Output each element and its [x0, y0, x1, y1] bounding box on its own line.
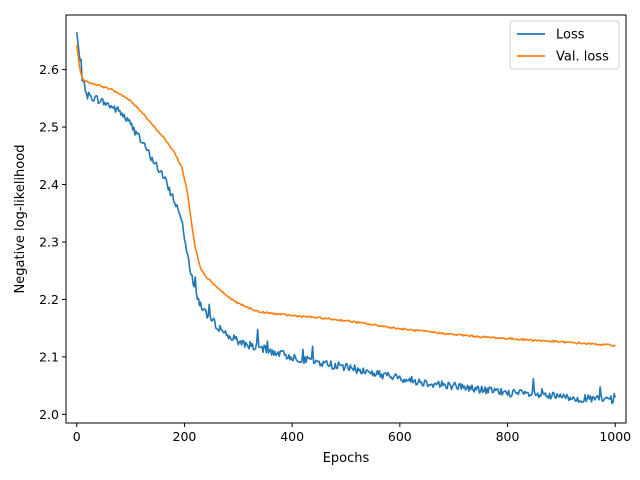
legend: Loss Val. loss [509, 20, 620, 70]
y-tick-label: 2.5 [39, 120, 59, 135]
x-tick-label: 1000 [599, 429, 631, 444]
legend-label-val-loss: Val. loss [556, 50, 609, 65]
plot-frame [65, 14, 627, 424]
series-line-val-loss [75, 44, 616, 347]
x-axis-label: Epochs [323, 451, 370, 466]
y-tick-label: 2.0 [39, 407, 59, 422]
y-tick-label: 2.3 [39, 234, 59, 249]
y-tick-label: 2.2 [39, 292, 59, 307]
x-axis: 0 200 400 600 800 1000 [73, 423, 631, 444]
legend-label-loss: Loss [556, 28, 585, 43]
x-tick-label: 800 [496, 429, 520, 444]
y-tick-label: 2.1 [39, 349, 59, 364]
legend-box [509, 20, 620, 70]
x-tick-label: 0 [73, 429, 81, 444]
x-tick-label: 200 [173, 429, 197, 444]
y-axis: 2.0 2.1 2.2 2.3 2.4 2.5 2.6 [39, 62, 66, 422]
y-tick-label: 2.6 [39, 62, 59, 77]
series-line-loss [75, 32, 617, 405]
y-axis-label: Negative log-likelihood [13, 145, 28, 294]
series-layer [75, 32, 617, 405]
x-tick-label: 600 [388, 429, 412, 444]
x-tick-label: 400 [280, 429, 304, 444]
plot-background [66, 15, 626, 423]
y-tick-label: 2.4 [39, 177, 59, 192]
